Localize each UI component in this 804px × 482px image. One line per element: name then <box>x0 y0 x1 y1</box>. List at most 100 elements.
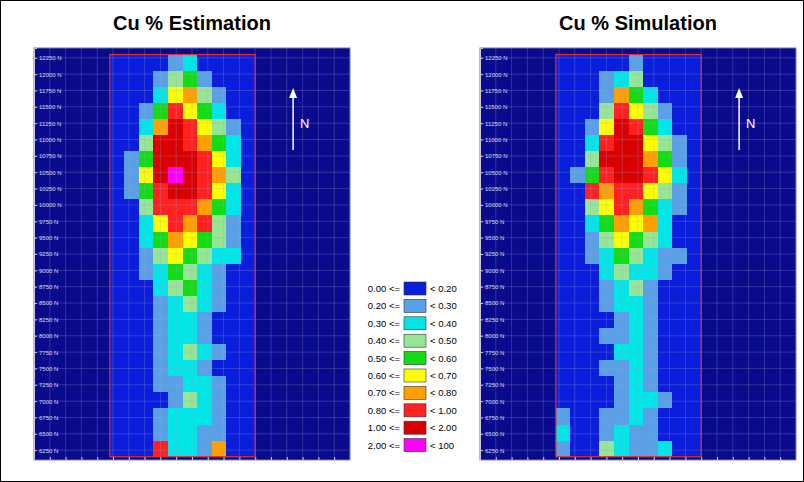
grade-cell <box>599 344 614 361</box>
legend-swatch <box>404 369 426 382</box>
grade-cell <box>183 328 198 345</box>
grade-cell <box>599 408 614 425</box>
grade-cell <box>687 87 702 104</box>
x-tick <box>670 457 671 460</box>
grade-cell <box>614 328 629 345</box>
grade-cell <box>672 392 687 409</box>
grade-cell <box>124 232 139 249</box>
grade-cell <box>153 441 168 458</box>
grade-cell <box>183 408 198 425</box>
grade-cell <box>153 312 168 329</box>
legend-swatch <box>404 317 426 330</box>
grade-cell <box>658 183 673 200</box>
grade-cell <box>570 392 585 409</box>
y-tick: 11250 N <box>480 121 507 127</box>
y-tick: 7250 N <box>480 382 504 388</box>
grade-cell <box>226 55 241 72</box>
legend-swatch <box>404 421 426 434</box>
grade-cell <box>139 135 154 152</box>
grade-cell <box>197 328 212 345</box>
y-tick-mark <box>480 172 483 173</box>
y-tick-label: 10000 N <box>485 202 508 208</box>
model-extent <box>556 55 701 457</box>
y-tick: 7000 N <box>34 399 58 405</box>
y-tick: 9500 N <box>480 235 504 241</box>
grade-cell <box>197 167 212 184</box>
grade-cell <box>570 103 585 120</box>
grade-cell <box>212 312 227 329</box>
grade-cell <box>183 135 198 152</box>
y-tick: 8750 N <box>480 284 504 290</box>
grade-cell <box>585 199 600 216</box>
grade-cell <box>687 232 702 249</box>
legend-lower-label: 0.60 <= <box>368 370 401 381</box>
grade-cell <box>110 312 125 329</box>
grade-cell <box>139 232 154 249</box>
grade-cell <box>110 87 125 104</box>
grade-cell <box>629 119 644 136</box>
grade-cell <box>658 441 673 458</box>
x-tick <box>34 457 35 460</box>
y-tick-mark <box>480 107 483 108</box>
x-tick-mark <box>764 457 765 460</box>
grade-cell <box>643 392 658 409</box>
y-tick: 7500 N <box>480 366 504 372</box>
grade-cell <box>212 408 227 425</box>
y-tick-mark <box>34 91 37 92</box>
grade-cell <box>226 344 241 361</box>
grade-cell <box>183 71 198 88</box>
grade-cell <box>183 151 198 168</box>
grade-cell <box>241 199 256 216</box>
grade-cell <box>585 167 600 184</box>
y-tick-label: 6250 N <box>39 448 58 454</box>
y-tick: 9250 N <box>34 251 58 257</box>
grade-cell <box>570 328 585 345</box>
panel: Cu % Estimation12250 N12000 N11750 N1150… <box>34 12 351 461</box>
grade-cell <box>212 425 227 442</box>
grade-cell <box>687 199 702 216</box>
x-tick-mark <box>34 457 35 460</box>
grade-cell <box>212 71 227 88</box>
y-tick-mark <box>480 238 483 239</box>
x-tick <box>81 457 82 460</box>
grade-cell <box>614 408 629 425</box>
grade-cell <box>585 425 600 442</box>
grade-cell <box>599 232 614 249</box>
grade-cell <box>643 167 658 184</box>
grade-cell <box>197 215 212 232</box>
y-tick-mark <box>480 336 483 337</box>
y-tick-label: 7000 N <box>39 399 58 405</box>
grade-cell <box>241 248 256 265</box>
legend-lower-label: 0.80 <= <box>368 405 401 416</box>
grade-cell <box>226 199 241 216</box>
grade-cell <box>614 183 629 200</box>
x-tick-mark <box>239 457 240 460</box>
north-arrow-head <box>735 88 743 98</box>
x-axis-line <box>481 457 797 461</box>
grade-cell <box>570 441 585 458</box>
y-tick-mark <box>34 189 37 190</box>
grade-cell <box>599 151 614 168</box>
grade-cell <box>556 280 571 297</box>
grade-cell <box>658 232 673 249</box>
grid-line-y <box>34 254 350 255</box>
grade-cell <box>241 312 256 329</box>
x-tick <box>192 457 193 460</box>
grade-cell <box>139 103 154 120</box>
grade-cell <box>556 199 571 216</box>
x-tick-mark <box>145 457 146 460</box>
grade-cell <box>124 199 139 216</box>
grid-line-y <box>34 172 350 173</box>
north-arrow-head <box>289 88 297 98</box>
x-tick-mark <box>575 457 576 460</box>
x-tick <box>160 457 161 460</box>
grade-cell <box>687 392 702 409</box>
grade-cell <box>570 71 585 88</box>
grade-cell <box>197 408 212 425</box>
x-tick-mark <box>685 457 686 460</box>
x-tick-mark <box>749 457 750 460</box>
y-tick-mark <box>480 450 483 451</box>
y-tick-label: 9000 N <box>39 268 58 274</box>
grade-cell <box>197 103 212 120</box>
y-tick-mark <box>480 91 483 92</box>
